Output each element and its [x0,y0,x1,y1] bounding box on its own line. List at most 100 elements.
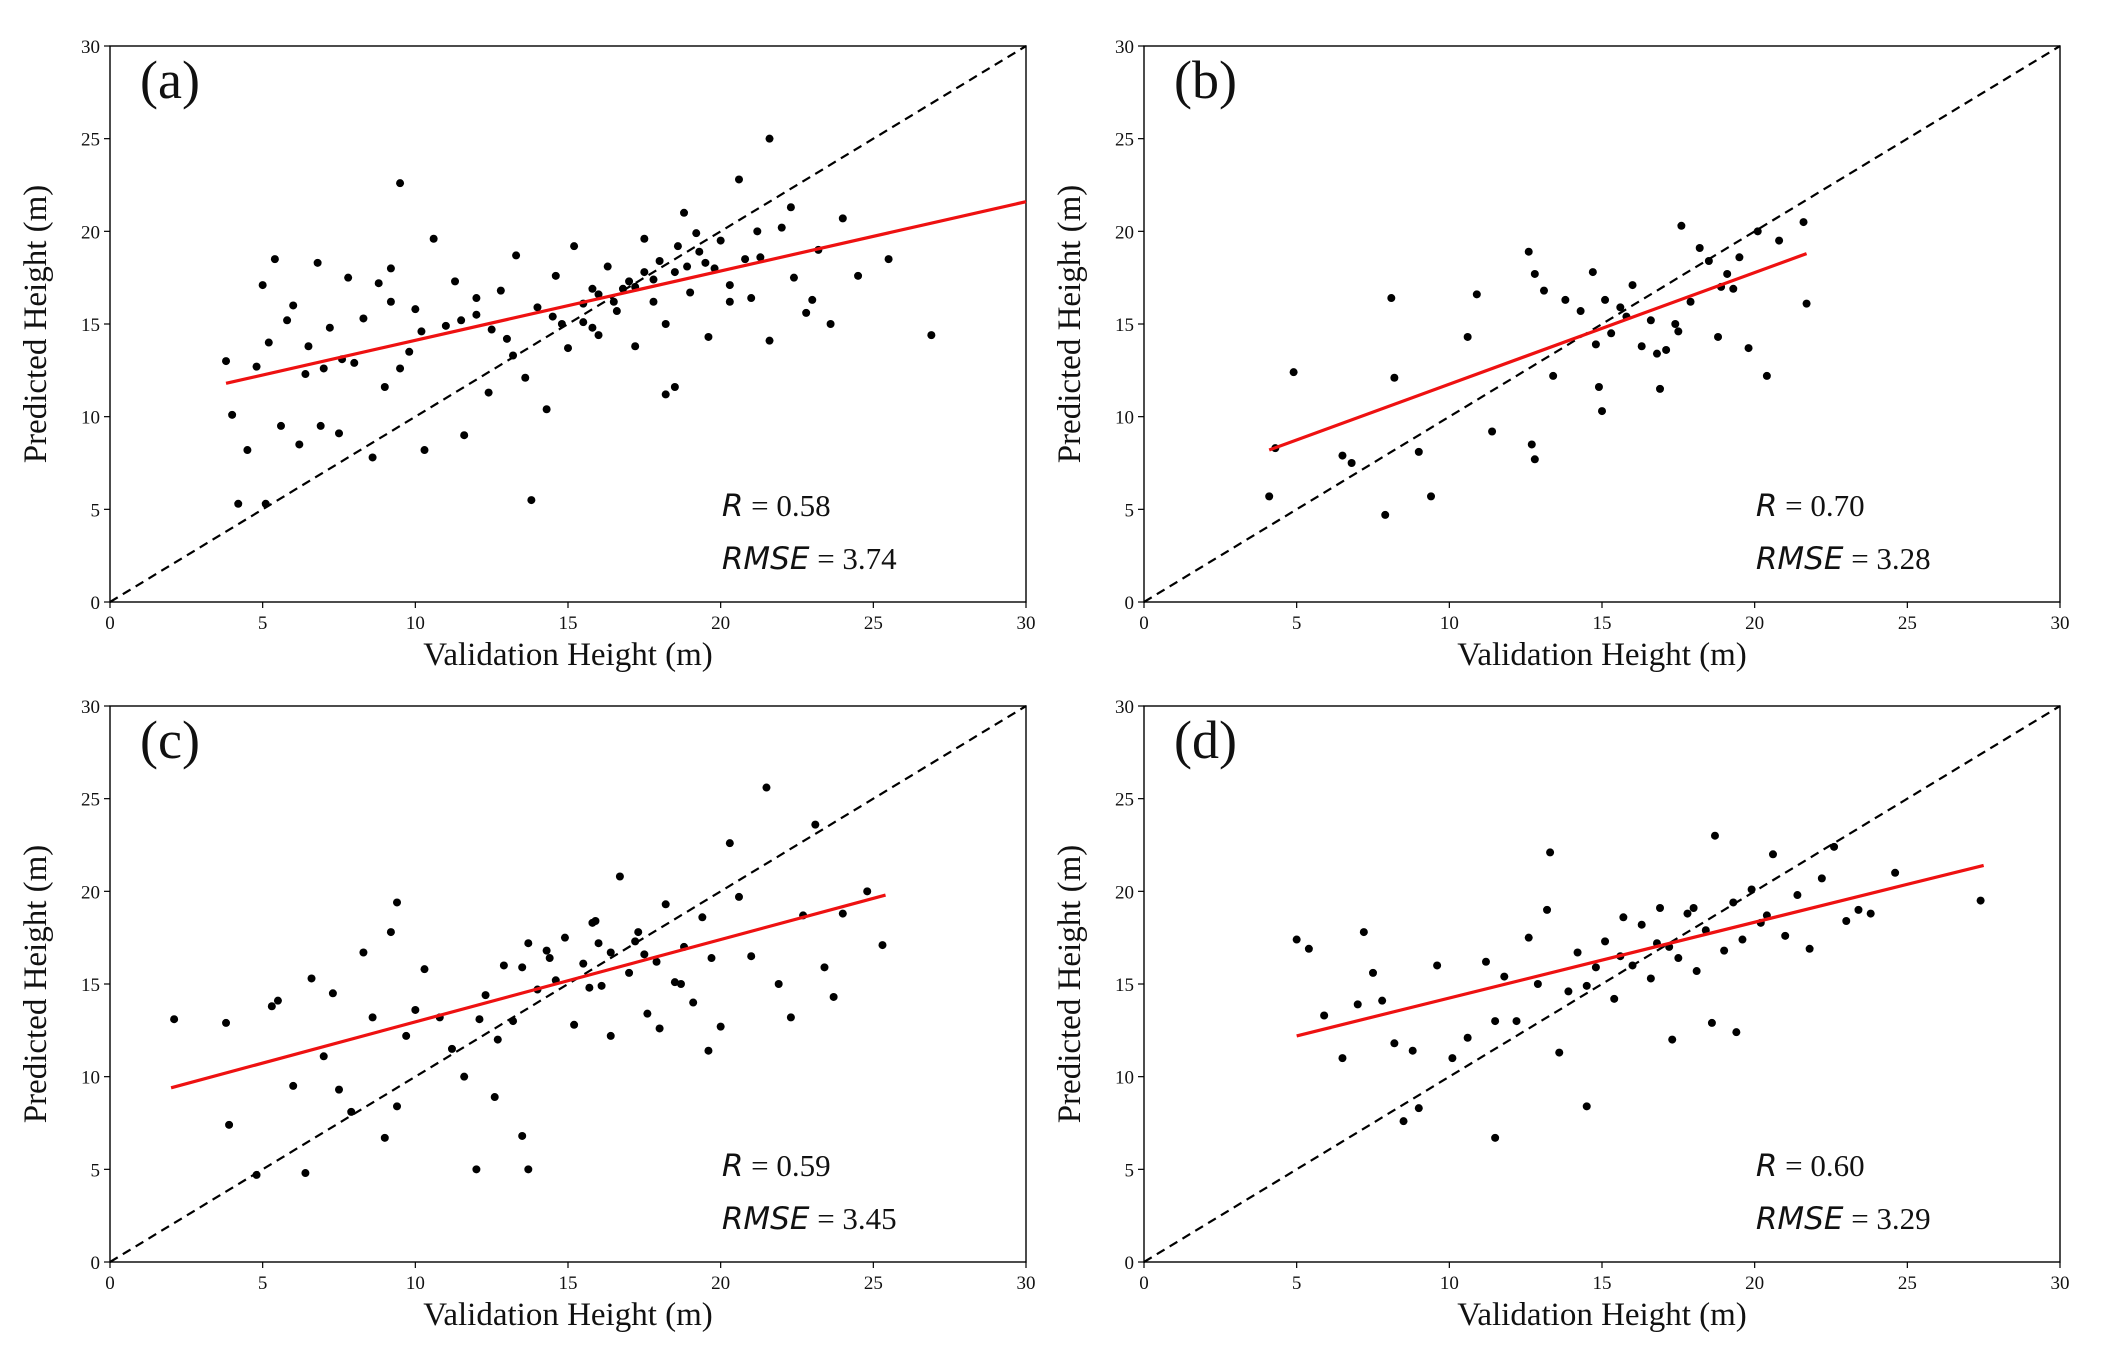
data-point [386,928,395,937]
data-point [1530,455,1539,464]
data-point [625,277,634,286]
data-point [270,255,279,264]
rmse-stat: RMSE = 3.29 [1756,1201,1931,1237]
data-point [652,957,661,966]
y-tick-label: 0 [1125,593,1135,614]
data-point [335,1085,343,1094]
data-point [1805,944,1814,953]
y-tick-label: 15 [81,975,100,996]
data-point [359,948,368,957]
data-point [777,223,786,232]
data-point [1720,946,1729,955]
x-tick-label: 15 [1593,1273,1612,1294]
data-point [649,275,658,284]
y-tick-label: 10 [81,408,100,429]
data-point [276,421,285,430]
data-point [1369,968,1377,977]
data-point [649,297,658,306]
data-point [1628,281,1637,290]
data-point [512,251,521,260]
data-point [499,961,508,970]
data-point [368,453,377,462]
r-value: = 0.60 [1777,1148,1864,1183]
data-point [481,991,490,1000]
data-point [1265,492,1274,501]
x-axis-title: Validation Height (m) [1457,637,1747,673]
data-point [1616,303,1625,312]
data-point [734,175,743,184]
data-point [1378,996,1387,1005]
rmse-symbol: RMSE [722,1201,810,1237]
data-point [350,358,359,367]
data-point [838,214,847,223]
data-point [252,1170,261,1179]
data-point [374,279,383,288]
data-point [273,996,282,1005]
rmse-stat: RMSE = 3.45 [722,1201,897,1237]
data-point [1671,320,1680,328]
data-point [1387,294,1396,303]
data-point [747,952,756,961]
data-point [447,1044,456,1053]
data-point [1427,492,1436,501]
data-point [304,342,313,351]
data-point [396,364,405,373]
data-point [411,305,420,314]
data-point [829,992,838,1001]
data-point [1738,935,1747,944]
data-point [472,294,481,303]
r-value: = 0.70 [1777,488,1864,523]
data-point [429,234,438,243]
data-point [264,338,273,347]
data-point [457,316,466,325]
r-value: = 0.58 [743,488,830,523]
data-point [551,271,560,280]
data-point [295,440,304,449]
data-point [380,383,389,392]
data-point [1652,349,1661,358]
rmse-stat: RMSE = 3.28 [1756,541,1931,577]
data-point [502,334,511,343]
data-point [1573,948,1582,957]
data-point [579,959,588,968]
data-point [252,362,261,371]
data-point [1289,368,1298,377]
y-tick-label: 5 [91,1160,101,1181]
data-point [570,242,579,251]
x-tick-label: 25 [864,1273,883,1294]
data-point [319,364,328,373]
data-point [1304,944,1313,953]
data-point [1399,1117,1408,1126]
data-point [579,318,588,327]
data-point [570,1020,579,1029]
data-point [1576,307,1585,316]
data-point [533,303,542,312]
data-point [741,255,750,264]
plot-frame [1143,705,2061,1263]
x-tick-label: 30 [1017,1273,1036,1294]
data-point [670,383,679,392]
data-point [234,499,243,508]
x-tick-label: 5 [258,1273,268,1294]
panel-label: (d) [1174,710,1237,770]
data-point [1292,935,1301,944]
data-point [811,820,820,829]
x-tick-label: 20 [711,613,730,634]
y-tick-label: 25 [1115,790,1134,811]
y-tick-label: 20 [1115,222,1134,243]
y-tick-label: 25 [81,790,100,811]
data-point [405,347,414,356]
data-point [1646,974,1655,983]
y-tick-label: 0 [91,1253,101,1274]
data-point [393,1102,402,1111]
plot-frame [109,705,1027,1263]
data-point [258,281,267,290]
r-value: = 0.59 [743,1148,830,1183]
x-axis-title: Validation Height (m) [423,1297,713,1333]
data-point [402,1031,411,1040]
data-point [1414,447,1423,456]
y-tick-label: 20 [1115,882,1134,903]
data-point [564,344,572,353]
rmse-value: = 3.29 [1843,1201,1930,1236]
data-point [243,446,252,455]
